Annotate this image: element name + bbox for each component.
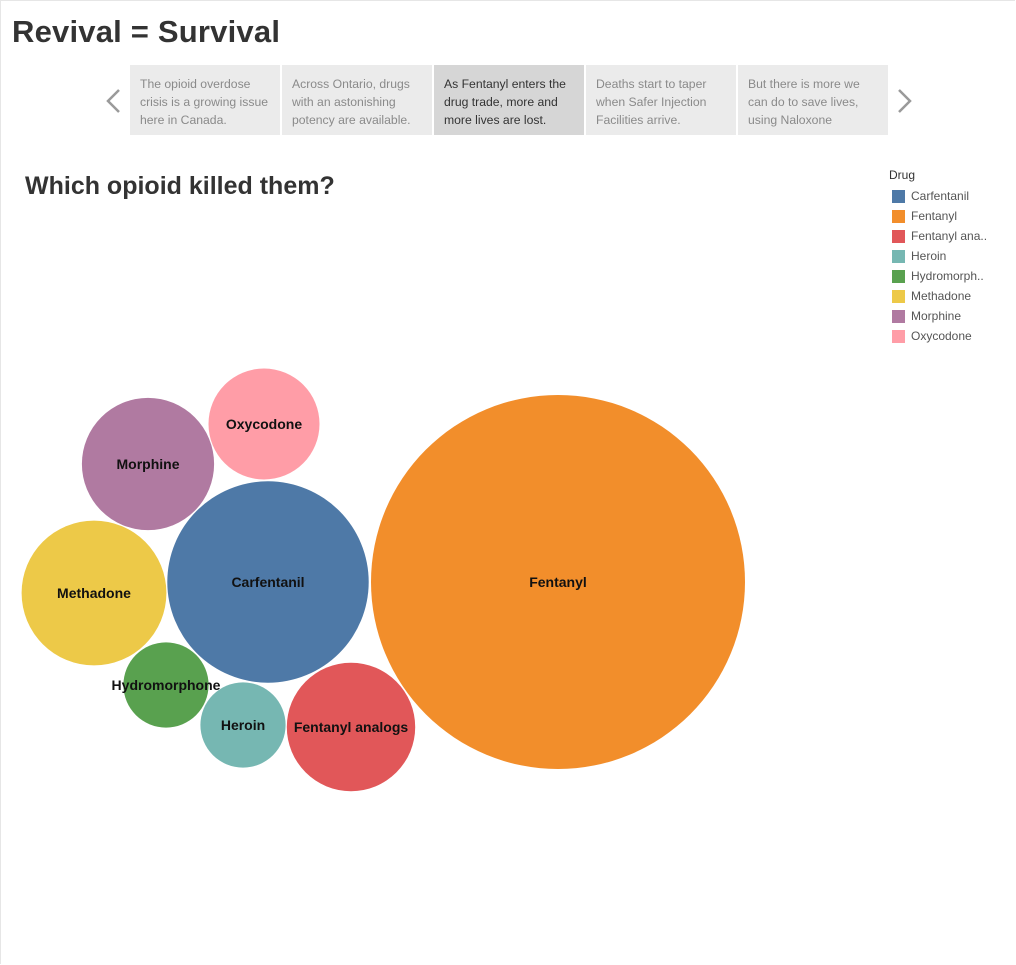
chevron-left-icon[interactable] [102, 86, 124, 116]
legend-item-carfentanil[interactable]: Carfentanil [889, 186, 1009, 206]
legend-label: Hydromorph.. [911, 269, 984, 283]
legend-item-methadone[interactable]: Methadone [889, 286, 1009, 306]
bubble-hydromorphone[interactable]: Hydromorphone [112, 642, 221, 728]
story-title: Revival = Survival [12, 14, 281, 49]
bubble-label-fentanyl: Fentanyl [529, 574, 587, 590]
story-point-2[interactable]: Across Ontario, drugs with an astonishin… [282, 65, 432, 135]
drug-legend: Drug Carfentanil Fentanyl Fentanyl ana..… [889, 168, 1009, 346]
bubble-fentanyl[interactable]: Fentanyl [371, 395, 745, 769]
legend-label: Methadone [911, 289, 972, 303]
legend-item-oxycodone[interactable]: Oxycodone [889, 326, 1009, 346]
bubble-label-methadone: Methadone [57, 585, 131, 601]
bubble-carfentanil[interactable]: Carfentanil [167, 481, 369, 683]
bubble-mark-fentanyl-analogs[interactable] [286, 662, 416, 792]
legend-item-morphine[interactable]: Morphine [889, 306, 1009, 326]
bubble-mark-morphine[interactable] [81, 397, 215, 531]
legend-swatch [892, 189, 905, 203]
legend-label: Fentanyl [911, 209, 958, 223]
bubble-oxycodone[interactable]: Oxycodone [208, 368, 320, 480]
bubble-label-morphine: Morphine [117, 456, 180, 472]
bubble-mark-fentanyl[interactable] [371, 395, 745, 769]
legend-label: Oxycodone [911, 329, 972, 343]
legend-label: Carfentanil [911, 189, 970, 203]
bubble-mark-methadone[interactable] [21, 520, 167, 666]
chevron-right-icon[interactable] [894, 86, 916, 116]
bubble-label-fentanyl-analogs: Fentanyl analogs [294, 719, 409, 735]
story-point-text: But there is more we can do to save live… [748, 77, 860, 127]
bubble-methadone[interactable]: Methadone [21, 520, 167, 666]
story-point-4[interactable]: Deaths start to taper when Safer Injecti… [586, 65, 736, 135]
legend-swatch [892, 229, 905, 243]
legend-swatch [892, 269, 905, 283]
story-point-1[interactable]: The opioid overdose crisis is a growing … [130, 65, 280, 135]
bubble-morphine[interactable]: Morphine [81, 397, 215, 531]
bubble-label-hydromorphone: Hydromorphone [112, 677, 221, 693]
sheet-title: Which opioid killed them? [25, 172, 335, 200]
legend-label: Fentanyl ana.. [911, 229, 988, 243]
story-point-3[interactable]: As Fentanyl enters the drug trade, more … [434, 65, 584, 135]
legend-swatch [892, 329, 905, 343]
story-point-text: As Fentanyl enters the drug trade, more … [444, 77, 566, 127]
legend-item-hydromorphone[interactable]: Hydromorph.. [889, 266, 1009, 286]
legend-title: Drug [889, 168, 916, 182]
bubble-label-oxycodone: Oxycodone [226, 416, 302, 432]
story-point-navigator: The opioid overdose crisis is a growing … [130, 65, 890, 135]
bubble-fentanyl-analogs[interactable]: Fentanyl analogs [286, 662, 416, 792]
legend-swatch [892, 249, 905, 263]
bubble-mark-carfentanil[interactable] [167, 481, 369, 683]
legend-swatch [892, 289, 905, 303]
bubble-mark-hydromorphone[interactable] [123, 642, 209, 728]
bubble-mark-oxycodone[interactable] [208, 368, 320, 480]
story-point-text: The opioid overdose crisis is a growing … [140, 77, 269, 127]
legend-swatch [892, 309, 905, 323]
bubble-mark-heroin[interactable] [200, 682, 286, 768]
legend-swatch [892, 209, 905, 223]
bubble-heroin[interactable]: Heroin [200, 682, 286, 768]
legend-item-fentanyl[interactable]: Fentanyl [889, 206, 1009, 226]
legend-label: Morphine [911, 309, 962, 323]
legend-item-heroin[interactable]: Heroin [889, 246, 1009, 266]
bubble-label-heroin: Heroin [221, 717, 265, 733]
story-point-5[interactable]: But there is more we can do to save live… [738, 65, 888, 135]
bubble-label-carfentanil: Carfentanil [231, 574, 304, 590]
story-point-text: Deaths start to taper when Safer Injecti… [596, 77, 707, 127]
story-point-text: Across Ontario, drugs with an astonishin… [292, 77, 411, 127]
legend-item-fentanyl-analogs[interactable]: Fentanyl ana.. [889, 226, 1009, 246]
legend-label: Heroin [911, 249, 947, 263]
